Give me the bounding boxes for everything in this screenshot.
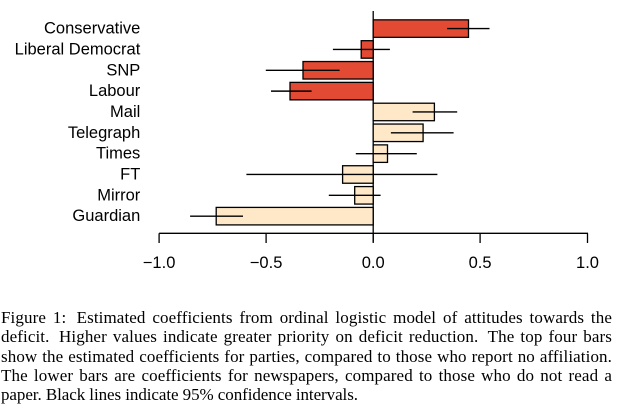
svg-text:Liberal Democrat: Liberal Democrat [15, 40, 141, 58]
svg-text:−0.5: −0.5 [250, 254, 283, 272]
svg-text:Mail: Mail [110, 103, 140, 121]
svg-text:FT: FT [120, 166, 140, 184]
svg-text:Guardian: Guardian [72, 207, 140, 225]
svg-text:Telegraph: Telegraph [68, 124, 140, 142]
svg-text:0.0: 0.0 [362, 254, 385, 272]
svg-text:Mirror: Mirror [97, 186, 141, 204]
svg-text:1.0: 1.0 [576, 254, 599, 272]
svg-text:Labour: Labour [89, 82, 141, 100]
svg-text:0.5: 0.5 [469, 254, 492, 272]
svg-text:Conservative: Conservative [44, 20, 140, 38]
svg-text:SNP: SNP [106, 61, 140, 79]
svg-text:−1.0: −1.0 [143, 254, 176, 272]
svg-text:Times: Times [96, 145, 140, 163]
